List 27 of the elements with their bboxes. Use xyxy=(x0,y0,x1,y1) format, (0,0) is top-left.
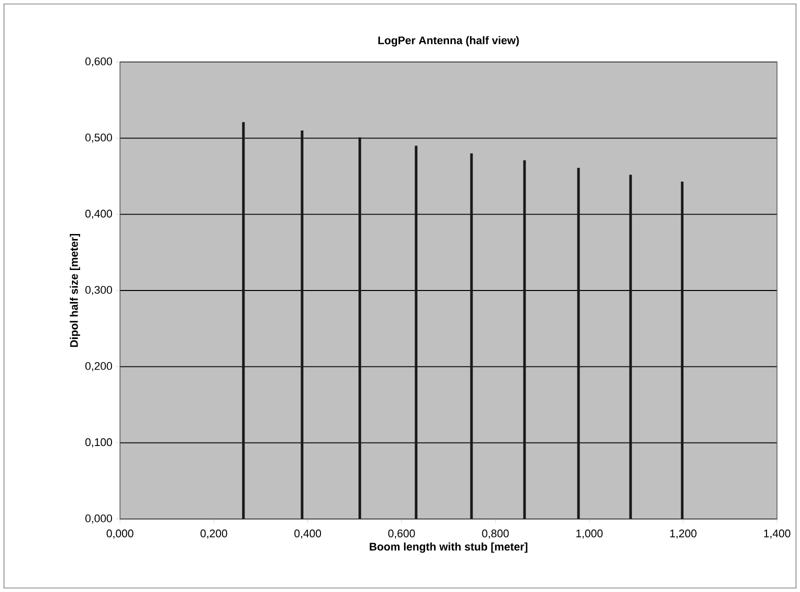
bar xyxy=(523,160,526,519)
y-tick-label: 0,200 xyxy=(85,362,112,372)
bar xyxy=(577,168,580,519)
y-tick-label: 0,500 xyxy=(85,134,112,143)
chart-title: LogPer Antenna (half view) xyxy=(378,36,519,46)
x-tick-label: 0,400 xyxy=(294,530,322,539)
y-tick-label: 0,300 xyxy=(85,286,112,296)
bar xyxy=(680,182,684,519)
bar xyxy=(629,174,632,519)
x-tick-label: 0,600 xyxy=(388,530,415,539)
y-axis-title: Dipol half size [meter] xyxy=(70,234,80,347)
bar xyxy=(470,153,473,519)
bar xyxy=(300,130,304,519)
x-tick-label: 1,000 xyxy=(576,530,603,539)
y-tick-label: 0,100 xyxy=(85,438,112,448)
x-tick-label: 0,000 xyxy=(106,530,134,539)
x-tick-label: 1,400 xyxy=(764,530,790,539)
y-tick-label: 0,000 xyxy=(85,514,112,524)
bar xyxy=(242,122,245,519)
x-tick-label: 0,200 xyxy=(200,530,228,539)
bar xyxy=(358,137,362,519)
y-tick-label: 0,600 xyxy=(85,57,112,67)
x-tick-label: 0,800 xyxy=(482,530,509,539)
bar xyxy=(414,146,418,519)
y-tick-label: 0,400 xyxy=(85,210,112,219)
x-tick-label: 1,200 xyxy=(670,530,696,539)
x-axis-title: Boom length with stub [meter] xyxy=(370,542,528,553)
